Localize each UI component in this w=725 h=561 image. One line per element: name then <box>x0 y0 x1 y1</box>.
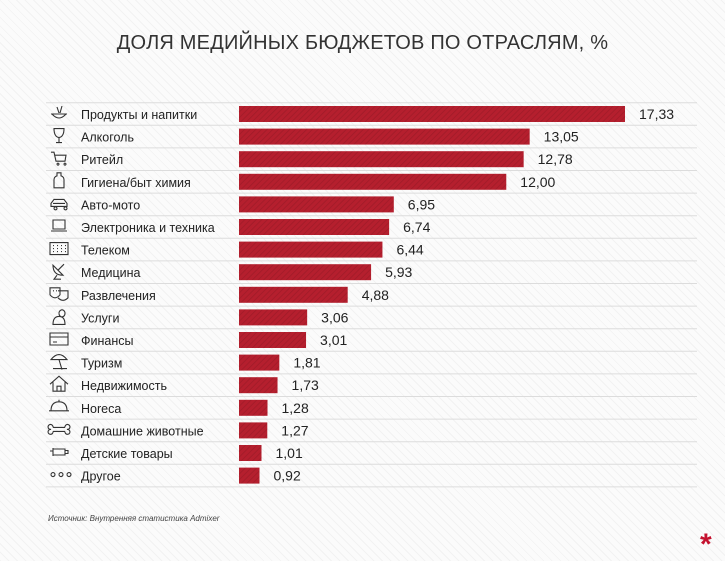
bars <box>239 106 625 484</box>
category-label: Продукты и напитки <box>81 108 197 122</box>
chart-title: ДОЛЯ МЕДИЙНЫХ БЮДЖЕТОВ ПО ОТРАСЛЯМ, % <box>116 32 609 54</box>
source-note: Источник: Внутренняя статистика Admixer <box>48 514 220 523</box>
bar <box>239 173 507 190</box>
value-label: 13,05 <box>544 129 579 145</box>
category-label: Туризм <box>81 357 122 371</box>
satellite-dish-icon <box>52 263 65 280</box>
category-label: Ритейл <box>81 153 123 167</box>
value-label: 1,81 <box>293 355 320 371</box>
person-icon <box>52 309 66 325</box>
bar <box>239 241 383 258</box>
category-label: Домашние животные <box>81 424 204 438</box>
bar <box>239 377 278 394</box>
grid-lines <box>46 102 697 488</box>
value-label: 6,74 <box>403 219 430 235</box>
baby-bottle-icon <box>50 448 69 456</box>
bar <box>239 264 372 281</box>
value-label: 4,88 <box>362 287 389 303</box>
bar <box>239 196 394 213</box>
category-label: Телеком <box>81 244 130 258</box>
category-label: Детские товары <box>81 447 173 461</box>
bar <box>239 128 530 145</box>
bar <box>239 106 625 122</box>
bar <box>239 286 348 303</box>
category-label: Финансы <box>81 334 133 348</box>
beach-umbrella-icon <box>49 354 69 370</box>
category-label: Недвижимость <box>81 379 167 393</box>
bar <box>239 219 390 235</box>
wine-glass-icon <box>53 128 65 144</box>
category-label: Гигиена/быт химия <box>81 176 191 190</box>
value-labels: 17,33 13,05 12,78 12,00 6,95 6,74 6,44 5,93 4,88… <box>273 106 674 484</box>
food-drinks-icon <box>50 105 68 119</box>
brand-asterisk-icon: * <box>700 528 712 561</box>
value-label: 6,44 <box>396 242 423 258</box>
bar <box>239 332 307 348</box>
value-label: 17,33 <box>639 106 674 122</box>
value-label: 3,06 <box>321 309 348 325</box>
cloche-icon <box>49 399 69 412</box>
theater-masks-icon <box>49 287 69 301</box>
bottle-icon <box>53 172 65 189</box>
shopping-cart-icon <box>51 151 67 166</box>
bar <box>239 399 268 416</box>
category-label: Другое <box>81 470 121 484</box>
bone-icon <box>47 423 71 435</box>
value-label: 1,28 <box>282 400 309 416</box>
category-label: Услуги <box>81 311 119 325</box>
value-label: 12,78 <box>538 151 573 167</box>
dots-icon <box>50 472 72 478</box>
keypad-icon <box>49 242 69 256</box>
category-label: Horeca <box>81 402 121 416</box>
category-label: Авто-мото <box>81 198 140 212</box>
house-icon <box>49 375 69 392</box>
bar <box>239 422 268 439</box>
category-label: Медицина <box>81 266 141 280</box>
bar <box>239 354 280 371</box>
category-labels: Продукты и напитки Алкоголь Ритейл Гигиена/… <box>81 108 215 484</box>
category-label: Электроника и техника <box>81 221 215 235</box>
bar <box>239 151 524 168</box>
value-label: 1,27 <box>281 422 308 438</box>
value-label: 1,73 <box>292 377 319 393</box>
value-label: 0,92 <box>273 468 300 484</box>
credit-card-icon <box>49 332 69 346</box>
value-label: 3,01 <box>320 332 347 348</box>
value-label: 12,00 <box>520 174 555 190</box>
category-icons <box>47 105 72 478</box>
car-icon <box>50 198 68 211</box>
bar <box>239 445 262 461</box>
value-label: 6,95 <box>408 196 435 212</box>
value-label: 1,01 <box>275 445 302 461</box>
category-label: Развлечения <box>81 289 156 303</box>
value-label: 5,93 <box>385 264 412 280</box>
laptop-icon <box>51 219 67 232</box>
category-label: Алкоголь <box>81 131 134 145</box>
bar <box>239 467 260 484</box>
bar <box>239 309 308 326</box>
